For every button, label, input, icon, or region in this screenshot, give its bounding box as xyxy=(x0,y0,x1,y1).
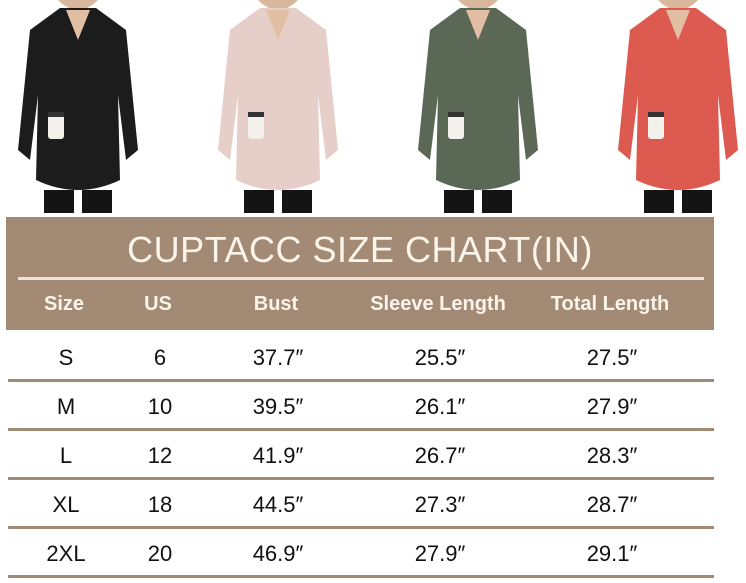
cell-us: 10 xyxy=(147,394,173,419)
row-divider xyxy=(8,575,714,578)
cell-total-length: 28.3″ xyxy=(586,443,638,468)
header-divider xyxy=(18,277,704,280)
cell-sleeve-length: 26.7″ xyxy=(414,443,466,468)
row-divider xyxy=(8,477,714,480)
cell-size: M xyxy=(56,394,76,419)
table-row: S 6 37.7″ 25.5″ 27.5″ xyxy=(8,333,714,382)
cell-sleeve-length: 25.5″ xyxy=(414,345,466,370)
column-header-sleeve-length: Sleeve Length xyxy=(370,293,506,315)
cell-total-length: 27.9″ xyxy=(586,394,638,419)
table-row: 2XL 20 46.9″ 27.9″ 29.1″ xyxy=(8,529,714,578)
table-row: L 12 41.9″ 26.7″ 28.3″ xyxy=(8,431,714,480)
cell-us: 6 xyxy=(153,345,167,370)
cell-size: 2XL xyxy=(46,541,86,566)
cell-size: S xyxy=(58,345,74,370)
cell-size: XL xyxy=(52,492,80,517)
cell-us: 18 xyxy=(147,492,173,517)
cell-total-length: 29.1″ xyxy=(586,541,638,566)
row-divider xyxy=(8,428,714,431)
cell-us: 12 xyxy=(147,443,173,468)
size-chart-header: CUPTACC SIZE CHART(IN) Size US Bust Slee… xyxy=(6,217,714,330)
cell-total-length: 27.5″ xyxy=(586,345,638,370)
row-divider xyxy=(8,379,714,382)
product-photo-black xyxy=(8,0,148,213)
row-divider xyxy=(8,526,714,529)
cell-bust: 46.9″ xyxy=(252,541,304,566)
cell-bust: 41.9″ xyxy=(252,443,304,468)
cell-total-length: 28.7″ xyxy=(586,492,638,517)
cell-bust: 44.5″ xyxy=(252,492,304,517)
cell-sleeve-length: 26.1″ xyxy=(414,394,466,419)
column-header-total-length: Total Length xyxy=(550,293,670,315)
product-photo-olive-green xyxy=(408,0,548,213)
column-header-us: US xyxy=(144,293,172,315)
size-chart-title: CUPTACC SIZE CHART(IN) xyxy=(127,229,593,270)
product-photo-pink xyxy=(208,0,348,213)
cell-size: L xyxy=(59,443,73,468)
table-row: XL 18 44.5″ 27.3″ 28.7″ xyxy=(8,480,714,529)
cell-bust: 39.5″ xyxy=(252,394,304,419)
column-header-bust: Bust xyxy=(253,293,299,315)
table-row: M 10 39.5″ 26.1″ 27.9″ xyxy=(8,382,714,431)
cell-sleeve-length: 27.3″ xyxy=(414,492,466,517)
cell-bust: 37.7″ xyxy=(252,345,304,370)
cell-us: 20 xyxy=(147,541,173,566)
column-header-size: Size xyxy=(43,293,85,315)
product-photo-red xyxy=(608,0,746,213)
cell-sleeve-length: 27.9″ xyxy=(414,541,466,566)
